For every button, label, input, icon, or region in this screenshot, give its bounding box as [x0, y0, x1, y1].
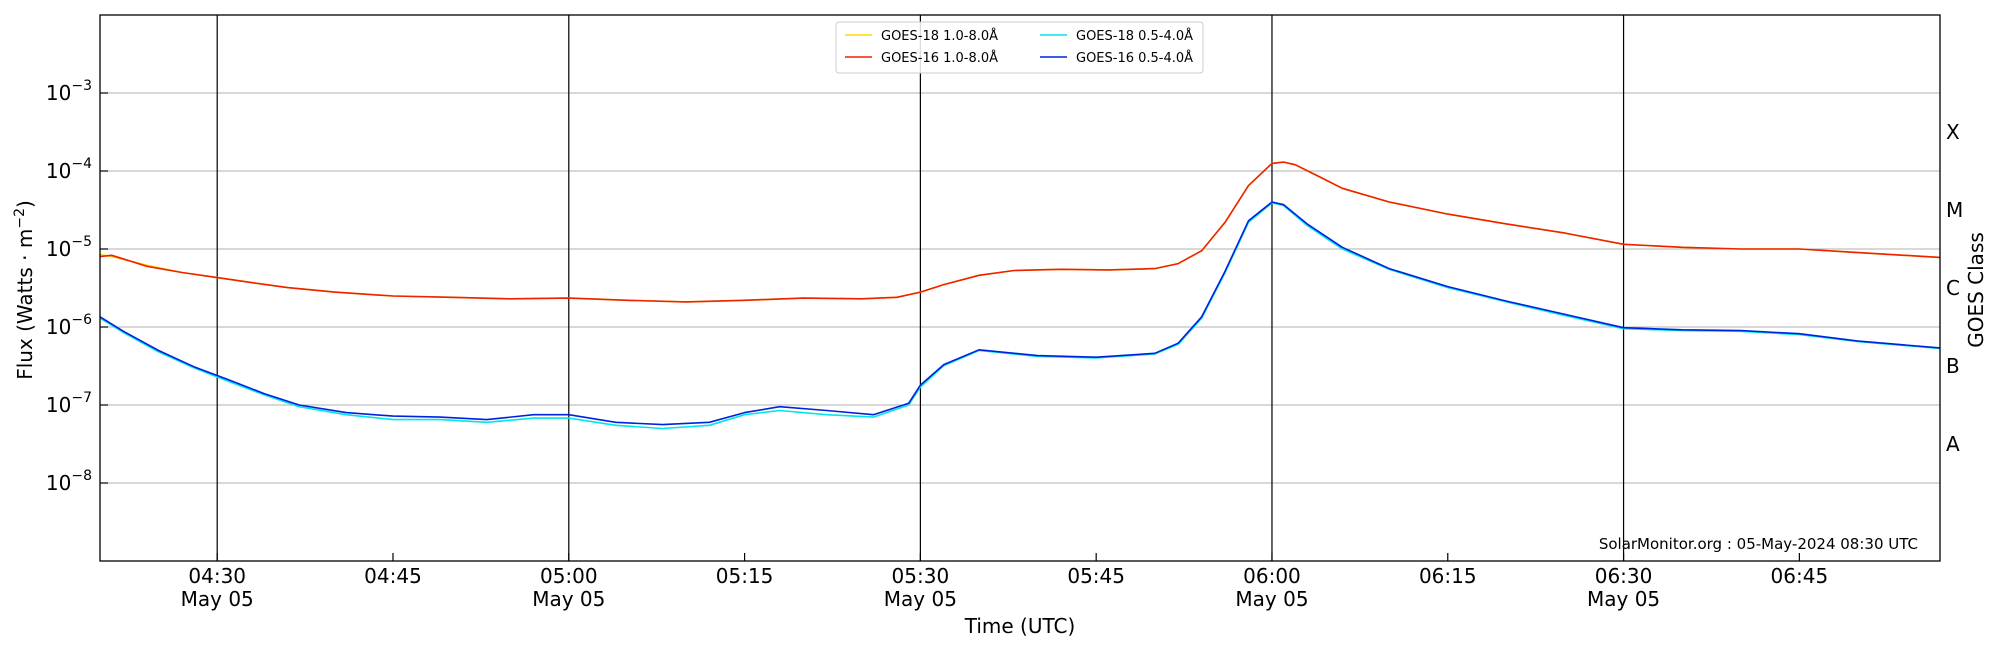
goes-class-labels: A B C M X	[1946, 120, 1963, 456]
legend-label: GOES-18 1.0-8.0Å	[881, 28, 998, 44]
y-tick-label: 10−3	[46, 78, 92, 105]
goes-class-label: B	[1946, 354, 1960, 378]
x-tick-date-label: May 05	[884, 587, 957, 611]
horizontal-gridlines	[100, 92, 1940, 484]
y-axis-ticks: 10−8 10−7 10−6 10−5 10−4 10−3	[46, 78, 108, 495]
series-line-0	[99, 161, 1941, 303]
x-axis-title: Time (UTC)	[964, 614, 1076, 638]
x-tick-label: 05:00	[540, 564, 598, 588]
y-axis-title: Flux (Watts · m−2)	[12, 200, 37, 380]
x-tick-label: 05:15	[716, 564, 774, 588]
x-tick-label: 06:30	[1595, 564, 1653, 588]
legend-label: GOES-16 0.5-4.0Å	[1076, 50, 1193, 66]
x-tick-date-label: May 05	[532, 587, 605, 611]
x-tick-label: 06:15	[1419, 564, 1477, 588]
x-tick-label: 05:30	[892, 564, 950, 588]
y-tick-label: 10−5	[46, 234, 92, 261]
x-tick-date-label: May 05	[1587, 587, 1660, 611]
y-tick-label: 10−4	[46, 156, 92, 183]
x-tick-label: 06:45	[1771, 564, 1829, 588]
y-tick-label: 10−7	[46, 390, 92, 417]
plot-area-frame	[99, 14, 1941, 562]
series-lines	[99, 161, 1941, 430]
x-tick-label: 04:45	[364, 564, 422, 588]
goes-class-label: M	[1946, 198, 1963, 222]
x-tick-label: 05:45	[1067, 564, 1125, 588]
legend-label: GOES-16 1.0-8.0Å	[881, 50, 998, 66]
x-tick-date-label: May 05	[1235, 587, 1308, 611]
series-line-1	[99, 202, 1941, 430]
credit-text: SolarMonitor.org : 05-May-2024 08:30 UTC	[1599, 535, 1918, 553]
goes-class-label: C	[1946, 276, 1960, 300]
x-tick-date-label: May 05	[181, 587, 254, 611]
y-tick-label: 10−6	[46, 312, 92, 339]
goes-class-label: A	[1946, 432, 1960, 456]
legend: GOES-18 1.0-8.0Å GOES-18 0.5-4.0Å GOES-16 …	[835, 21, 1204, 74]
x-tick-label: 06:00	[1243, 564, 1301, 588]
goes-class-label: X	[1946, 120, 1960, 144]
major-time-gridlines	[216, 15, 1625, 561]
legend-label: GOES-18 0.5-4.0Å	[1076, 28, 1193, 44]
x-tick-label: 04:30	[188, 564, 246, 588]
series-line-2	[99, 161, 1941, 303]
y-tick-label: 10−8	[46, 468, 92, 495]
y2-axis-title: GOES Class	[1964, 232, 1988, 348]
legend-frame	[835, 21, 1204, 74]
series-line-3	[99, 201, 1941, 426]
